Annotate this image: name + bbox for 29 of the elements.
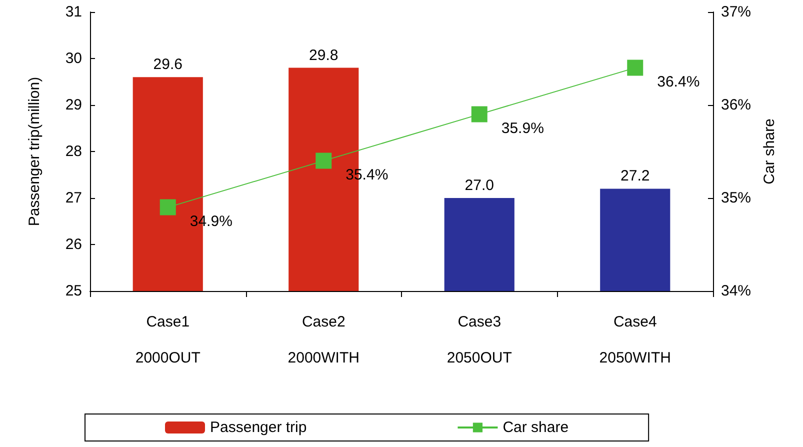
point xyxy=(471,106,488,122)
y2-tick-label: 36% xyxy=(721,96,752,114)
category-label: Case3 2050OUT xyxy=(446,314,512,366)
data-label: 35.9% xyxy=(501,120,544,137)
category-label: Case1 2000OUT xyxy=(135,314,200,366)
y-axis-title: Passenger trip(million) xyxy=(26,76,43,226)
y-tick-label: 28 xyxy=(65,143,82,160)
y-tick-label: 29 xyxy=(65,96,82,114)
category-label: Case4 2050WITH xyxy=(599,314,671,366)
point xyxy=(316,152,332,169)
y-tick-label: 25 xyxy=(65,282,82,300)
y-tick-label: 27 xyxy=(65,190,82,206)
y-tick-label: 26 xyxy=(65,236,82,253)
y2-tick-label: 35% xyxy=(721,190,752,206)
y-tick-label: 31 xyxy=(65,4,82,20)
y2-tick-label: 37% xyxy=(721,4,752,20)
y2-tick-label: 34% xyxy=(721,282,752,300)
data-label: 29.6 xyxy=(153,56,182,74)
legend-label: Car share xyxy=(502,419,569,436)
point xyxy=(627,60,644,76)
data-label: 36.4% xyxy=(657,73,700,90)
y-tick-label: 30 xyxy=(65,50,82,67)
data-label: 29.8 xyxy=(309,46,338,64)
point xyxy=(160,199,176,216)
y2-axis-title: Car share xyxy=(760,118,778,184)
category-label: Case2 2000WITH xyxy=(288,314,360,366)
data-label: 27.2 xyxy=(620,168,650,185)
legend-label: Passenger trip xyxy=(210,419,307,436)
data-label: 27.0 xyxy=(464,177,494,194)
